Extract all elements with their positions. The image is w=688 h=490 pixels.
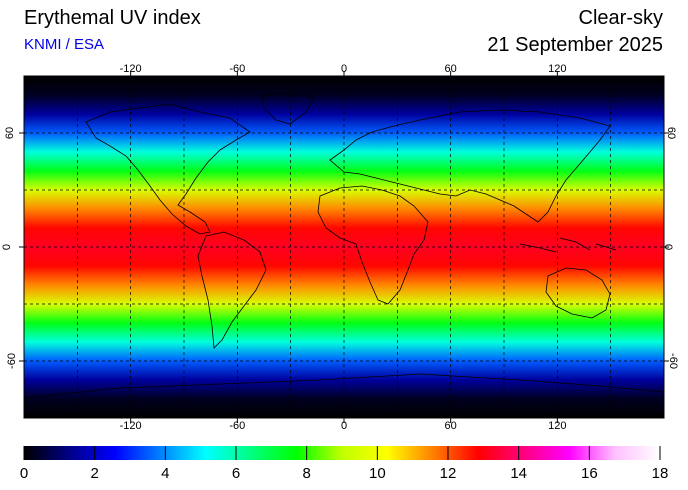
date-label: 21 September 2025 [487, 34, 663, 56]
lat-label-right: 0 [662, 243, 675, 251]
lon-label-bottom: -60 [229, 420, 246, 432]
lon-label-bottom: 60 [444, 420, 457, 432]
colorbar-label: 12 [439, 465, 457, 482]
colorbar [24, 446, 660, 460]
colorbar-ticks [23, 446, 661, 460]
colorbar-label: 2 [90, 465, 99, 482]
colorbar-label: 4 [161, 465, 170, 482]
colorbar-label: 8 [302, 465, 311, 482]
lat-label-left: 60 [4, 126, 17, 140]
lat-label-left: 0 [1, 243, 14, 251]
colorbar-label: 14 [510, 465, 527, 482]
lon-label-bottom: -120 [119, 420, 142, 432]
lat-label-left: -60 [5, 353, 18, 369]
sky-condition-label: Clear-sky [578, 7, 663, 29]
lon-label-top: 120 [548, 63, 567, 75]
africa-coastline [317, 185, 429, 305]
map-gridlines [24, 76, 664, 418]
colorbar-label: 0 [19, 465, 29, 482]
colorbar-label: 10 [368, 465, 386, 482]
lon-label-top: 60 [444, 63, 457, 75]
lon-label-top: -60 [229, 63, 246, 75]
colorbar-label: 16 [580, 465, 598, 482]
australia-coastline [545, 267, 611, 319]
lon-label-top: -120 [119, 63, 142, 75]
lon-label-bottom: 120 [548, 420, 567, 432]
antarctica-coastline [24, 373, 664, 399]
lat-label-right: -60 [666, 353, 679, 369]
map-title: Erythemal UV index [24, 7, 201, 29]
lon-label-bottom: 0 [340, 420, 348, 432]
lat-label-right: 60 [665, 126, 678, 140]
credit-label: KNMI / ESA [24, 36, 105, 53]
colorbar-label: 6 [231, 465, 241, 482]
eurasia-coastline [329, 109, 611, 223]
south-america-coastline [197, 231, 267, 349]
map-ticks [19, 71, 669, 423]
colorbar-label: 18 [651, 465, 669, 482]
greenland-coastline [261, 91, 315, 125]
lon-label-top: 0 [340, 63, 348, 75]
